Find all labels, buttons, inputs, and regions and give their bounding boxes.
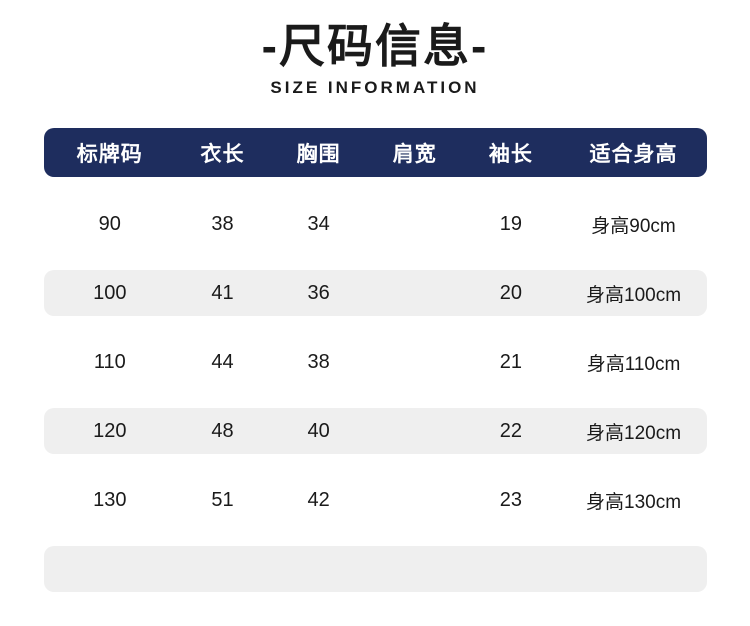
- table-row-130: 130 51 42 23 身高130cm: [44, 477, 707, 523]
- cell-chest: 34: [307, 212, 330, 235]
- cell-garment-length: 44: [211, 350, 234, 373]
- table-row-120: 120 48 40 22 身高120cm: [43, 408, 707, 454]
- cell-fit-height: 身高120cm: [586, 422, 682, 444]
- cell-fit-height: 身高110cm: [586, 353, 681, 375]
- page-subtitle: SIZE INFORMATION: [270, 78, 480, 97]
- cell-tag-size: 120: [93, 419, 127, 442]
- cell-sleeve-length: 19: [499, 212, 522, 235]
- table-header-row: 标牌码 衣长 胸围 肩宽 袖长 适合身高: [43, 128, 707, 177]
- cell-garment-length: 48: [211, 419, 234, 442]
- table-row-100: 100 41 36 20 身高100cm: [43, 270, 707, 316]
- size-table: 标牌码 衣长 胸围 肩宽 袖长 适合身高 90 38 34 19 身高90cm …: [43, 128, 707, 592]
- cell-chest: 38: [307, 350, 330, 373]
- cell-tag-size: 90: [98, 212, 121, 235]
- header-cell-tag-size: 标牌码: [76, 142, 143, 166]
- header-cell-shoulder-width: 肩宽: [392, 142, 437, 166]
- cell-garment-length: 51: [211, 488, 234, 511]
- cell-garment-length: 38: [211, 212, 234, 235]
- cell-tag-size: 130: [93, 488, 127, 511]
- table-row-90: 90 38 34 19 身高90cm: [44, 201, 707, 247]
- cell-sleeve-length: 21: [499, 350, 522, 373]
- cell-fit-height: 身高130cm: [586, 491, 682, 513]
- cell-tag-size: 100: [93, 281, 127, 304]
- header-cell-chest: 胸围: [296, 142, 341, 166]
- cell-tag-size: 110: [93, 350, 126, 373]
- cell-chest: 40: [307, 419, 330, 442]
- cell-sleeve-length: 22: [499, 419, 522, 442]
- header-cell-fit-height: 适合身高: [589, 142, 678, 166]
- cell-sleeve-length: 23: [499, 488, 522, 511]
- header-cell-garment-length: 衣长: [200, 142, 245, 166]
- table-row-110: 110 44 38 21 身高110cm: [44, 339, 707, 385]
- table-row-empty: [43, 546, 707, 592]
- cell-chest: 42: [307, 488, 330, 511]
- cell-sleeve-length: 20: [499, 281, 522, 304]
- page-header: -尺码信息- SIZE INFORMATION: [0, 0, 750, 96]
- header-cell-sleeve-length: 袖长: [488, 142, 533, 166]
- cell-fit-height: 身高100cm: [586, 284, 682, 306]
- cell-garment-length: 41: [211, 281, 234, 304]
- page-title: -尺码信息-: [261, 20, 489, 72]
- cell-chest: 36: [307, 281, 330, 304]
- cell-fit-height: 身高90cm: [591, 215, 676, 237]
